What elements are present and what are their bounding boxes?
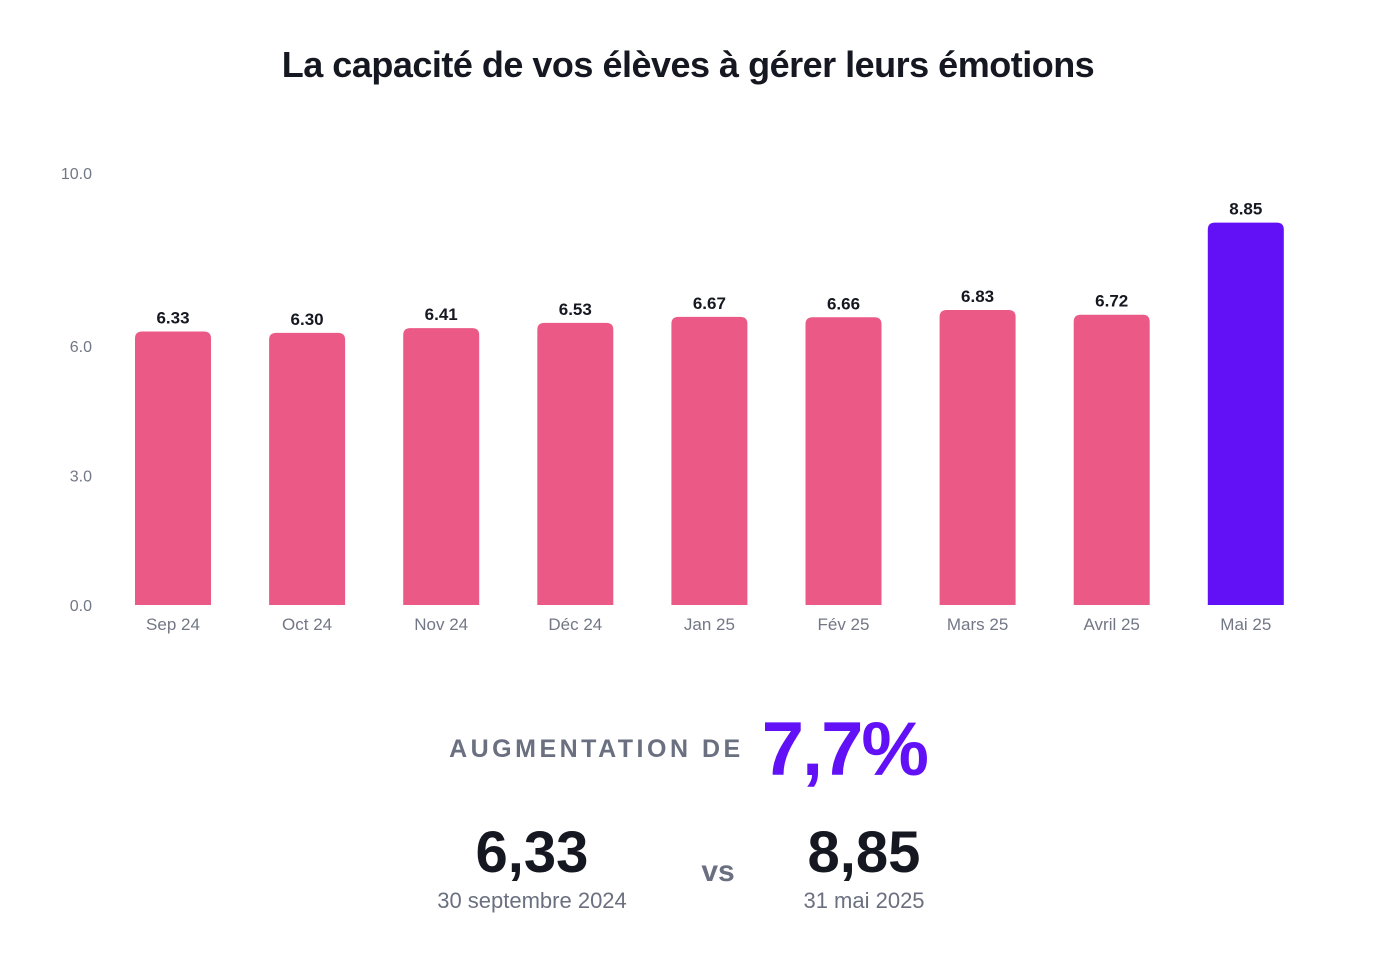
bar-sep-24 (135, 331, 211, 605)
start-date: 30 septembre 2024 (437, 888, 627, 913)
y-tick-label: 3.0 (70, 468, 92, 485)
bar-oct-24 (269, 332, 346, 605)
data-label: 6.41 (425, 305, 458, 324)
data-label: 6.67 (693, 294, 726, 313)
increase-value: 7,7% (761, 707, 929, 792)
x-tick-label: Oct 24 (282, 615, 332, 634)
x-tick-label: Mai 25 (1220, 615, 1271, 634)
chart-title: La capacité de vos élèves à gérer leurs … (281, 44, 1095, 85)
bar-jan-25 (671, 316, 748, 605)
end-date: 31 mai 2025 (803, 888, 925, 913)
end-value: 8,85 (807, 820, 921, 885)
increase-summary: AUGMENTATION DE 7,7% (0, 706, 1376, 793)
bar-mai-25 (1207, 222, 1284, 605)
x-tick-label: Mars 25 (947, 615, 1008, 634)
bar-nov-24 (403, 328, 480, 605)
data-label: 6.72 (1095, 292, 1128, 311)
y-tick-label: 6.0 (70, 339, 92, 356)
x-tick-label: Sep 24 (146, 615, 200, 634)
x-tick-label: Avril 25 (1084, 615, 1140, 634)
start-comparison: 6,33 30 septembre 2024 (382, 820, 682, 914)
data-label: 8.85 (1229, 200, 1262, 219)
bar-déc-24 (537, 322, 614, 605)
start-value: 6,33 (475, 820, 589, 885)
data-label: 6.33 (156, 309, 189, 328)
data-label: 6.83 (961, 287, 994, 306)
x-tick-label: Déc 24 (548, 615, 602, 634)
bar-mars-25 (939, 309, 1016, 605)
bar-fév-25 (805, 317, 882, 605)
data-label: 6.53 (559, 300, 592, 319)
x-tick-label: Jan 25 (684, 615, 735, 634)
x-tick-label: Nov 24 (414, 615, 468, 634)
increase-label: AUGMENTATION DE (449, 735, 744, 763)
data-label: 6.66 (827, 294, 860, 313)
y-tick-label: 10.0 (61, 166, 92, 183)
bar-chart: 0.0 3.0 6.0 10.0 6.33 Sep 24 6.30 Oct 24 6.41 Nov… (61, 166, 1284, 634)
y-tick-label: 0.0 (70, 598, 92, 615)
end-comparison: 8,85 31 mai 2025 (714, 820, 1014, 914)
bar-avril-25 (1073, 314, 1150, 605)
x-tick-label: Fév 25 (818, 615, 870, 634)
vs-label: vs (701, 855, 735, 888)
data-label: 6.30 (291, 310, 324, 329)
